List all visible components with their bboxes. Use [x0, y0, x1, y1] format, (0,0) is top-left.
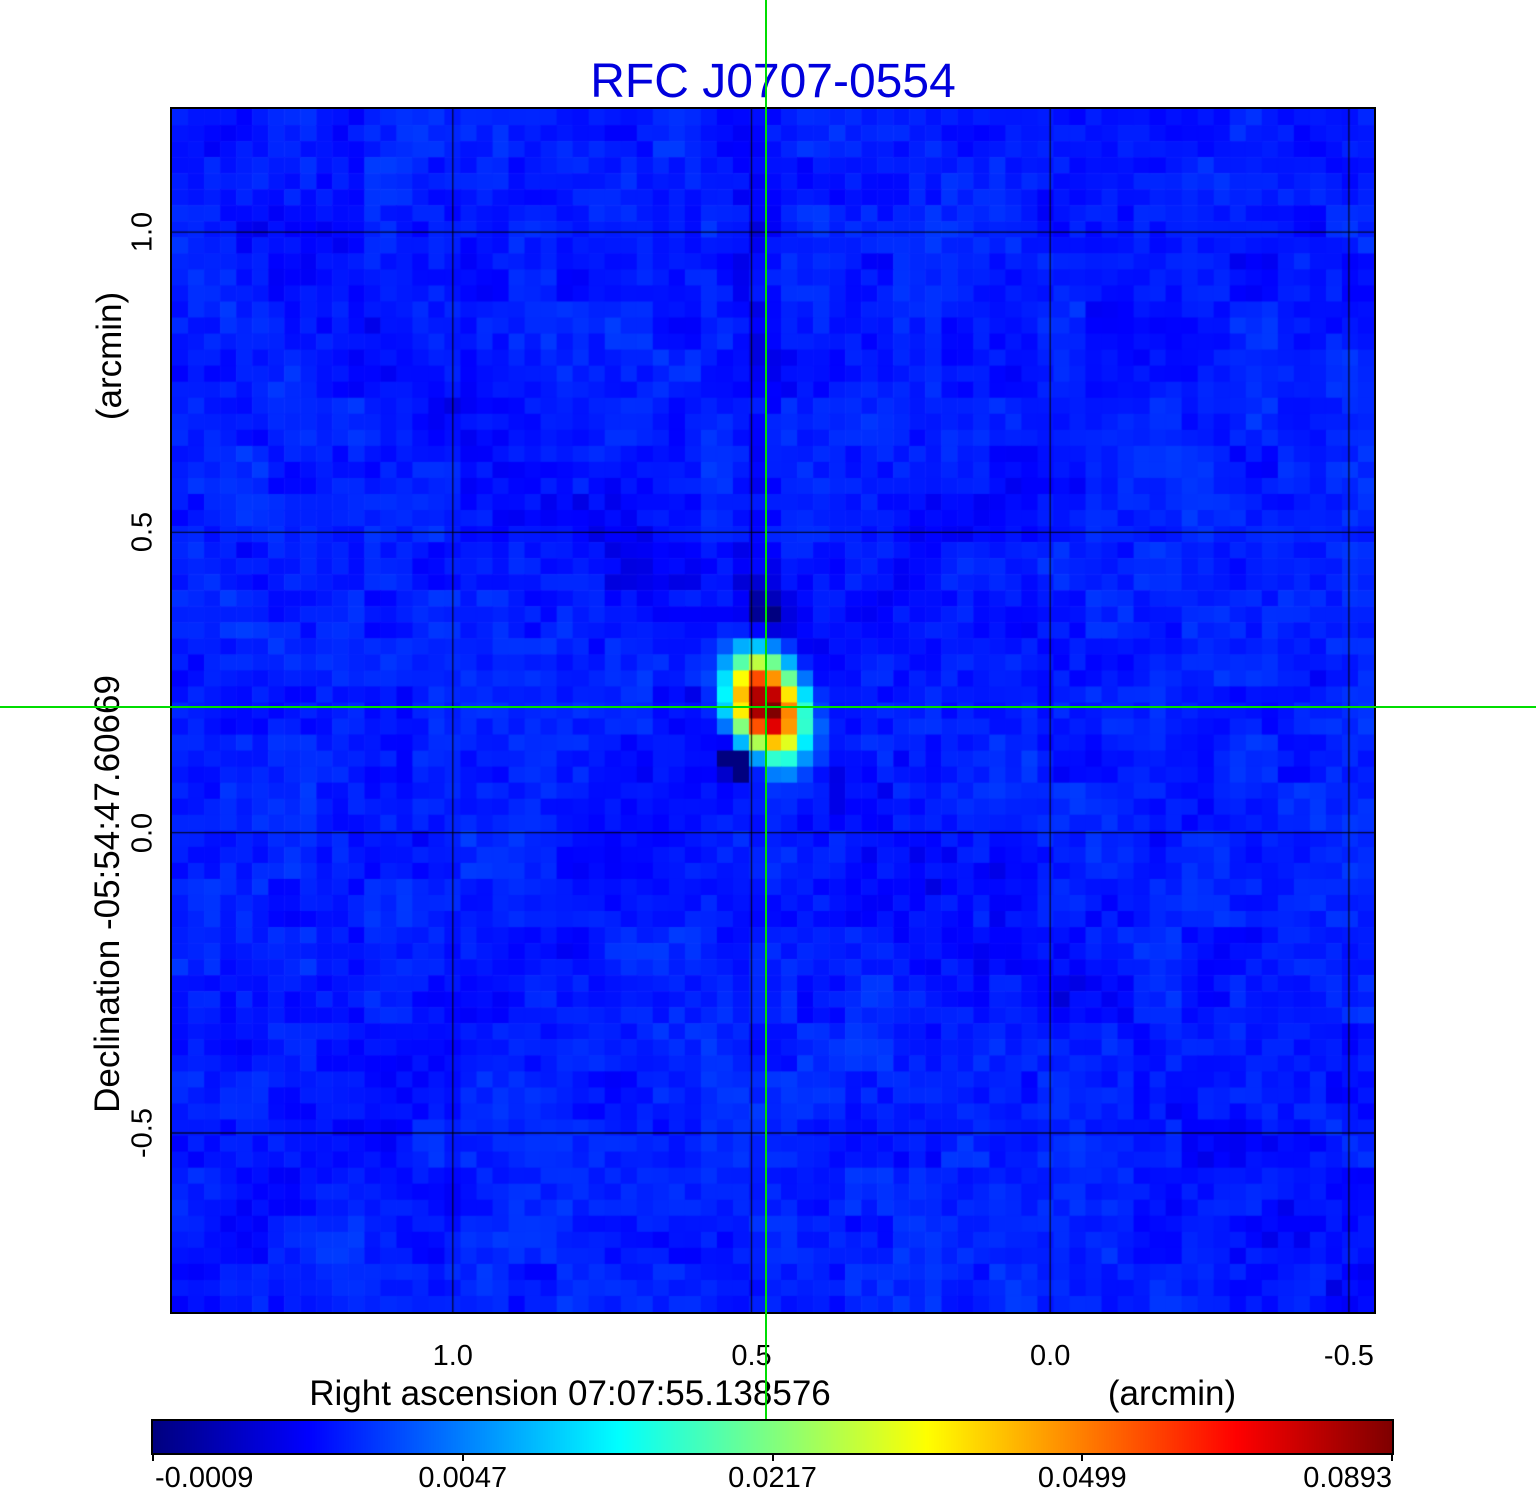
y-axis-tick-label: 0.0	[126, 812, 159, 853]
page-title: RFC J0707-0554	[590, 55, 956, 108]
colorbar-tick	[1081, 1453, 1084, 1461]
x-axis-tick-label: -0.5	[1323, 1340, 1374, 1372]
x-axis-tick-label: 0.0	[1030, 1340, 1071, 1372]
colorbar-tick-label: 0.0047	[418, 1462, 508, 1494]
colorbar-tick	[1391, 1453, 1393, 1461]
y-axis-unit-label: (arcmin)	[90, 291, 129, 421]
y-axis-title: Declination -05:54:47.60669	[88, 675, 127, 1113]
colorbar-frame	[151, 1419, 1394, 1455]
colorbar-tick	[771, 1453, 774, 1461]
x-axis-title: Right ascension 07:07:55.138576	[309, 1374, 831, 1413]
colorbar-tick-label: 0.0217	[728, 1462, 817, 1494]
colorbar-tick-label: 0.0893	[1303, 1462, 1392, 1494]
sky-map-canvas	[172, 109, 1374, 1312]
y-axis-tick-label: 1.0	[126, 211, 159, 253]
x-axis-tick-label: 1.0	[432, 1340, 473, 1372]
crosshair-vertical-line	[765, 0, 768, 1419]
colorbar-tick	[461, 1453, 464, 1461]
x-axis-unit-label: (arcmin)	[1107, 1374, 1237, 1413]
x-axis-tick-label: 0.5	[731, 1340, 772, 1372]
crosshair-horizontal-line	[0, 705, 1536, 708]
colorbar-gradient	[153, 1421, 1392, 1453]
colorbar-tick-label: -0.0009	[155, 1462, 254, 1494]
colorbar-tick-label: 0.0499	[1037, 1462, 1127, 1494]
y-axis-tick-label: -0.5	[126, 1108, 159, 1159]
y-axis-tick-label: 0.5	[126, 512, 159, 553]
colorbar-tick	[152, 1453, 154, 1461]
